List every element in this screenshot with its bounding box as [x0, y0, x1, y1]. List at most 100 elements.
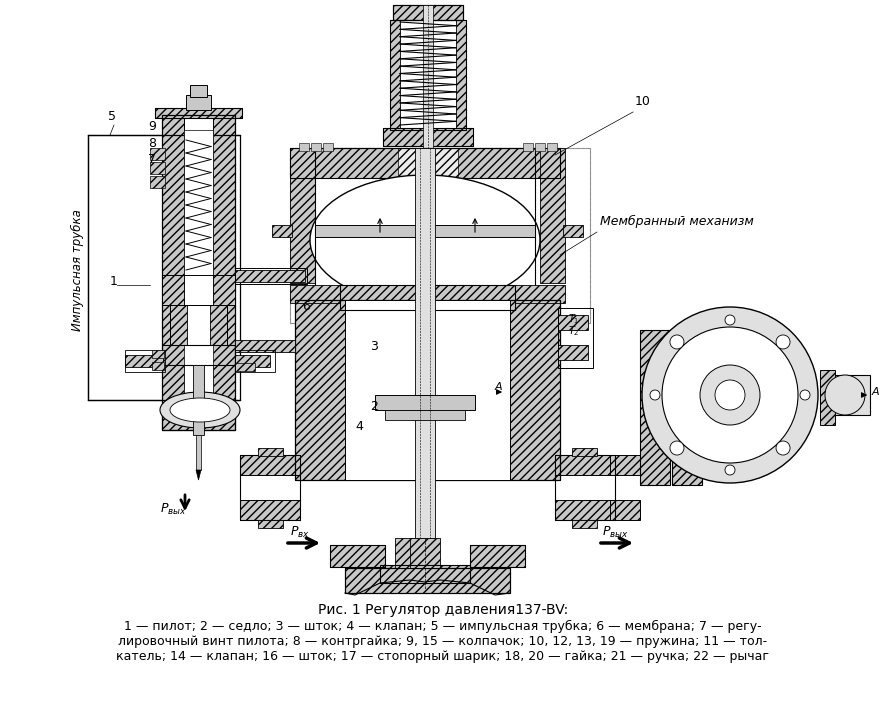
- Circle shape: [775, 441, 789, 455]
- Bar: [470, 545, 525, 567]
- Text: 4: 4: [354, 420, 362, 433]
- Text: 8: 8: [148, 137, 156, 150]
- Bar: [235, 363, 254, 371]
- Bar: [390, 20, 465, 130]
- Bar: [571, 520, 596, 528]
- Bar: [88, 135, 240, 400]
- Circle shape: [669, 441, 683, 455]
- Bar: [193, 365, 204, 435]
- Bar: [330, 545, 385, 567]
- Bar: [819, 370, 834, 425]
- Bar: [213, 275, 235, 305]
- Bar: [315, 148, 534, 288]
- Bar: [290, 148, 589, 323]
- Bar: [152, 350, 164, 358]
- Text: $T_2$: $T_2$: [567, 324, 579, 337]
- Circle shape: [724, 465, 734, 475]
- Bar: [555, 455, 614, 475]
- Bar: [311, 143, 321, 151]
- Bar: [240, 500, 299, 520]
- Bar: [235, 355, 269, 367]
- Text: Рис. 1 Регулятор давления137-BV:: Рис. 1 Регулятор давления137-BV:: [317, 603, 568, 617]
- Bar: [235, 350, 275, 372]
- Bar: [415, 148, 434, 538]
- Bar: [523, 143, 532, 151]
- Bar: [213, 115, 235, 430]
- Text: 5: 5: [108, 110, 116, 123]
- Circle shape: [699, 365, 759, 425]
- Bar: [162, 345, 235, 365]
- Text: 10: 10: [634, 95, 650, 108]
- Bar: [125, 355, 163, 367]
- Bar: [290, 285, 339, 303]
- Circle shape: [714, 380, 744, 410]
- Bar: [398, 148, 457, 288]
- Bar: [379, 565, 470, 583]
- Bar: [379, 565, 470, 583]
- Bar: [610, 455, 640, 475]
- Bar: [555, 455, 614, 520]
- Bar: [330, 545, 385, 567]
- Text: 1: 1: [110, 275, 118, 288]
- Text: 7: 7: [148, 153, 156, 166]
- Bar: [162, 115, 183, 430]
- Polygon shape: [196, 470, 201, 480]
- Bar: [210, 305, 227, 345]
- Bar: [170, 305, 227, 345]
- Text: A: A: [871, 387, 879, 397]
- Circle shape: [724, 315, 734, 325]
- Text: A: A: [494, 382, 502, 392]
- Bar: [162, 275, 235, 305]
- Ellipse shape: [170, 398, 229, 422]
- Bar: [162, 275, 183, 305]
- Bar: [196, 435, 201, 470]
- Text: $P_{вх}$: $P_{вх}$: [290, 525, 309, 540]
- Bar: [155, 108, 242, 118]
- Bar: [290, 148, 559, 178]
- Circle shape: [661, 327, 797, 463]
- Bar: [162, 415, 235, 430]
- Bar: [150, 148, 165, 160]
- Bar: [385, 410, 464, 420]
- Bar: [345, 568, 509, 593]
- Bar: [272, 225, 291, 237]
- Bar: [290, 148, 315, 283]
- Bar: [295, 300, 345, 480]
- Bar: [383, 128, 472, 146]
- Bar: [455, 20, 465, 130]
- Bar: [509, 300, 559, 480]
- Bar: [672, 330, 701, 485]
- Bar: [392, 5, 462, 20]
- Bar: [258, 448, 283, 456]
- Bar: [150, 162, 165, 174]
- Circle shape: [641, 307, 817, 483]
- Bar: [390, 20, 400, 130]
- Bar: [258, 520, 283, 528]
- Text: $P_{вых}$: $P_{вых}$: [159, 502, 186, 517]
- Text: 3: 3: [369, 340, 377, 353]
- Bar: [235, 340, 295, 352]
- Text: $T_1$: $T_1$: [567, 312, 579, 326]
- Bar: [240, 455, 299, 520]
- Text: Импульсная трубка: Импульсная трубка: [70, 209, 83, 331]
- Bar: [315, 225, 534, 237]
- Text: 6: 6: [301, 300, 309, 313]
- Bar: [162, 345, 235, 365]
- Bar: [162, 415, 235, 430]
- Circle shape: [824, 375, 864, 415]
- Circle shape: [775, 335, 789, 349]
- Bar: [470, 545, 525, 567]
- Circle shape: [799, 390, 809, 400]
- Bar: [375, 395, 475, 410]
- Text: катель; 14 — клапан; 16 — шток; 17 — стопорный шарик; 18, 20 — гайка; 21 — ручка: катель; 14 — клапан; 16 — шток; 17 — сто…: [116, 650, 769, 663]
- Bar: [555, 500, 614, 520]
- Bar: [819, 375, 869, 415]
- Bar: [183, 130, 213, 420]
- Bar: [295, 300, 559, 480]
- Bar: [290, 148, 559, 178]
- Bar: [323, 143, 332, 151]
- Bar: [534, 143, 544, 151]
- Ellipse shape: [159, 392, 240, 428]
- Bar: [186, 95, 211, 110]
- Bar: [162, 115, 235, 430]
